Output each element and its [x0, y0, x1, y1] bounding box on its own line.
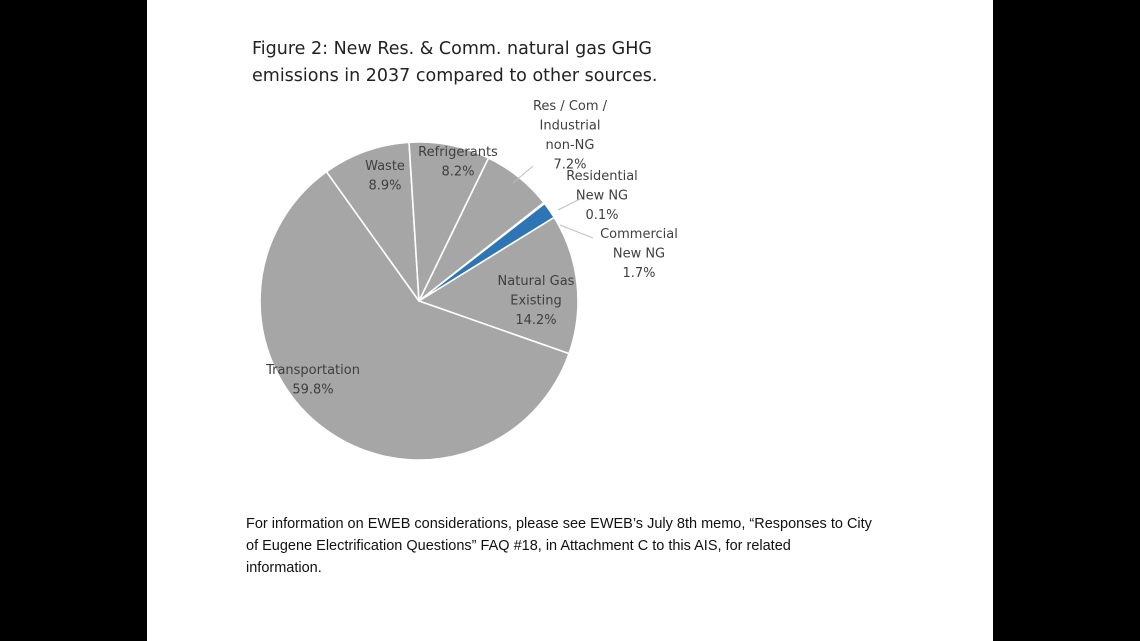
figure-title: Figure 2: New Res. & Comm. natural gas G…: [252, 36, 812, 90]
slice-value-label: 8.2%: [441, 165, 474, 180]
slice-name-label: Res / Com /: [533, 99, 608, 114]
slice-name-label: New NG: [576, 189, 628, 204]
slice-name-label: Industrial: [540, 119, 601, 134]
footnote-line-2: of Eugene Electrification Questions” FAQ…: [246, 538, 791, 554]
pie-slice-6: [408, 141, 490, 302]
pie-slice-5: [325, 141, 420, 302]
leader-line-2: [559, 224, 594, 239]
slice-name-label: Transportation: [265, 363, 360, 378]
slice-label-3: Natural Gas Existing 14.2%: [498, 274, 575, 328]
slice-name-label: Waste: [365, 159, 405, 174]
slice-name-label: Existing: [510, 294, 562, 309]
slice-label-6: Refrigerants 8.2%: [418, 145, 498, 180]
slice-name-label: Refrigerants: [418, 145, 498, 160]
slice-name-label: Commercial: [600, 227, 678, 242]
slice-label-0: Res / Com / Industrial non-NG 7.2%: [533, 99, 608, 173]
footnote-line-3: information.: [246, 560, 322, 576]
slice-label-5: Waste 8.9%: [365, 159, 405, 194]
slice-value-label: 7.2%: [553, 158, 586, 173]
footnote: For information on EWEB considerations, …: [246, 513, 946, 579]
leader-line-0: [512, 165, 534, 184]
pie-chart: Res / Com / Industrial non-NG 7.2%Residenti…: [259, 99, 678, 461]
slice-name-label: New NG: [613, 247, 665, 262]
slice-name-label: Natural Gas: [498, 274, 575, 289]
slice-label-4: Transportation 59.8%: [265, 363, 360, 398]
slice-value-label: 14.2%: [515, 313, 556, 328]
slice-value-label: 1.7%: [622, 266, 655, 281]
document-page: Figure 2: New Res. & Comm. natural gas G…: [147, 0, 993, 641]
pie-slice-3: [418, 216, 579, 355]
slice-value-label: 59.8%: [292, 383, 333, 398]
figure-title-line-1: Figure 2: New Res. & Comm. natural gas G…: [252, 39, 652, 59]
pie-slice-4: [259, 170, 570, 461]
figure-title-line-2: emissions in 2037 compared to other sour…: [252, 66, 658, 86]
leader-line-1: [557, 196, 585, 211]
slice-name-label: Residential: [566, 169, 638, 184]
slice-label-2: Commercial New NG 1.7%: [600, 227, 678, 281]
slice-label-1: Residential New NG 0.1%: [566, 169, 638, 223]
slice-name-label: non-NG: [546, 138, 595, 153]
footnote-line-1: For information on EWEB considerations, …: [246, 516, 872, 532]
slice-value-label: 8.9%: [368, 179, 401, 194]
slice-value-label: 0.1%: [585, 208, 618, 223]
